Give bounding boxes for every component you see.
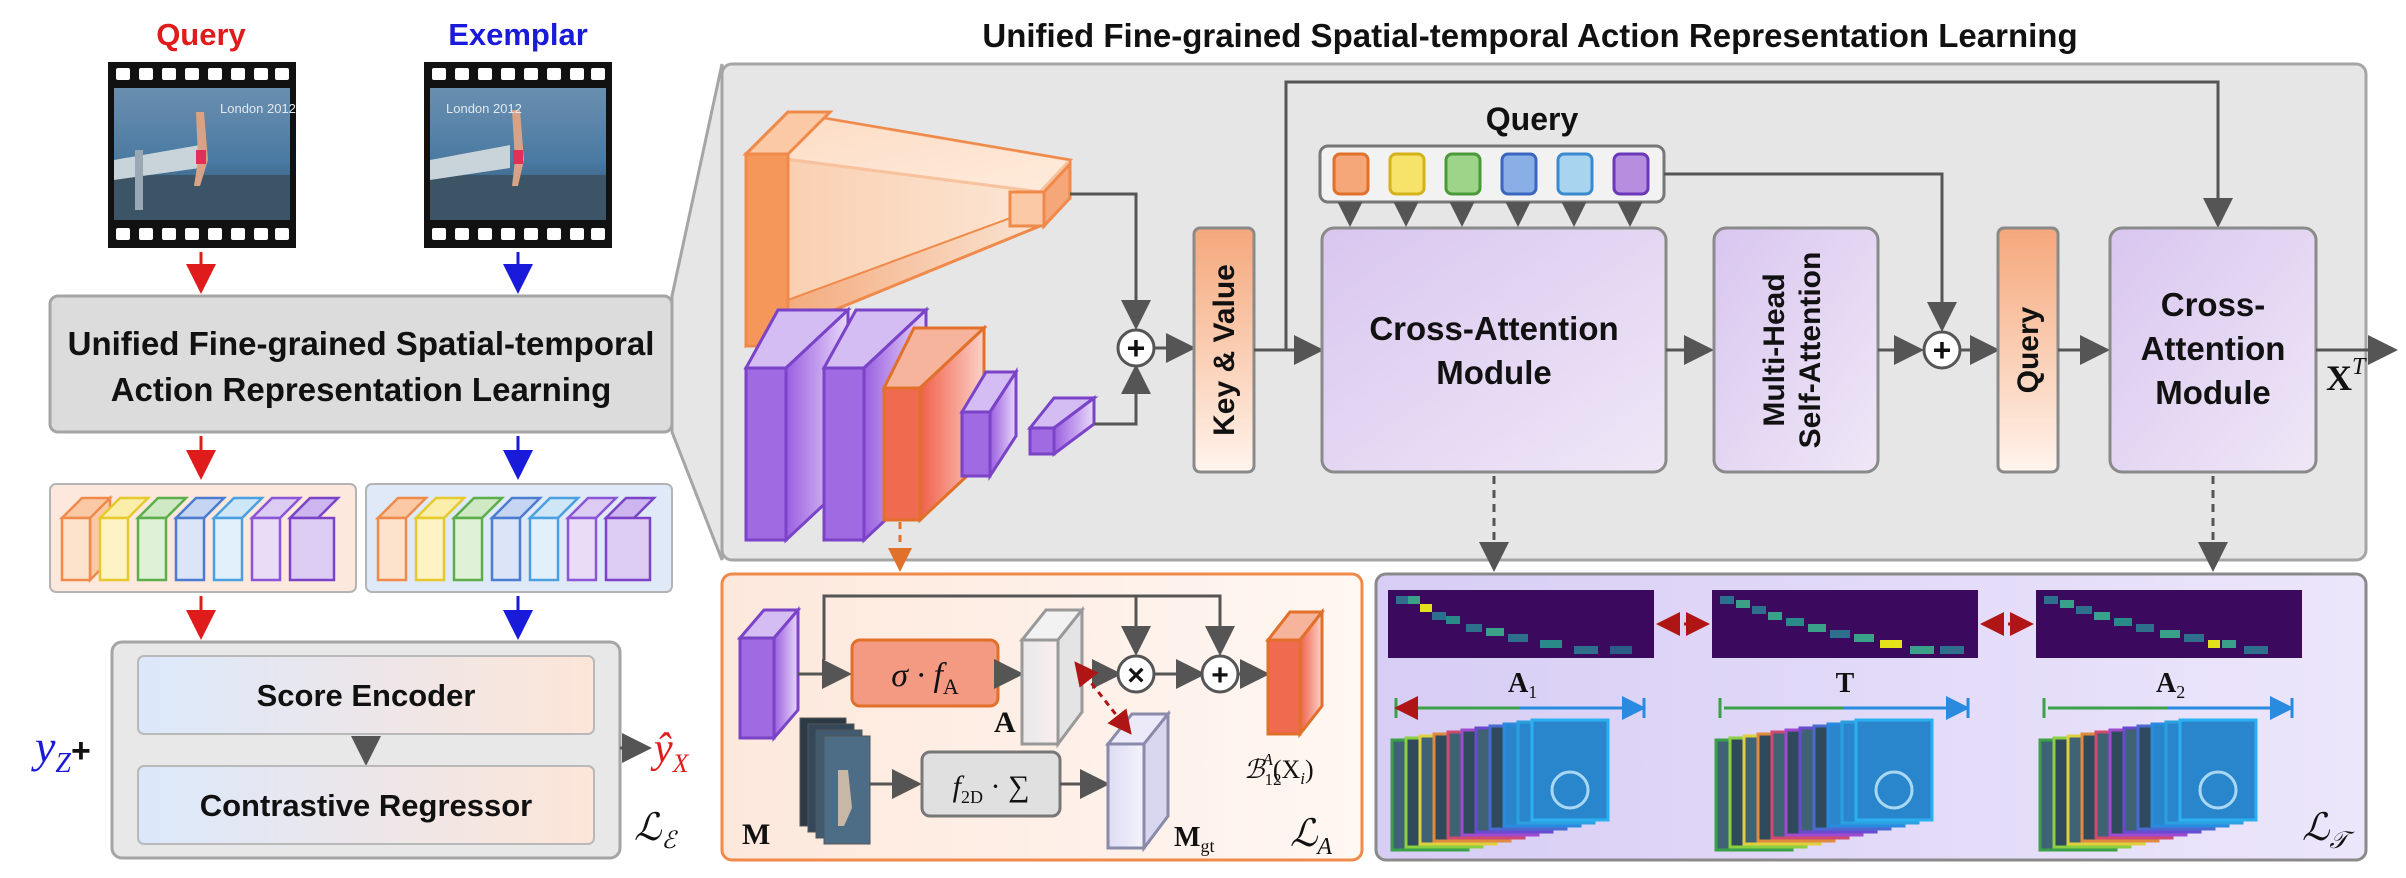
heatmap-a1 <box>1388 590 1654 658</box>
exemplar-video-frame: London 2012 <box>424 62 612 248</box>
a-label: A <box>994 706 1016 739</box>
output-x-t-label: XT <box>2326 354 2367 398</box>
query-token <box>1556 152 1594 196</box>
m-label: M <box>742 818 770 851</box>
query-token <box>1444 152 1482 196</box>
mgt-label: Mgt <box>1174 822 1214 856</box>
b-label: ℬ12A(Xi) <box>1244 750 1314 789</box>
query-token-stack <box>49 483 357 593</box>
orange-backbone <box>742 110 1074 349</box>
kv-bypass-loop <box>1284 80 2233 350</box>
key-value-label: Key & Value <box>1208 264 1241 436</box>
purple-to-plus-line <box>1094 364 1151 426</box>
t-label: T <box>1836 668 1855 699</box>
skip-line-top <box>822 594 1235 660</box>
attention-map-a-cube <box>1018 605 1086 749</box>
exemplar-token-stack <box>365 483 673 593</box>
heatmap-a2 <box>2036 590 2302 658</box>
left-box-line1: Unified Fine-grained Spatial-temporal <box>68 325 655 362</box>
query-token-arrows <box>1337 202 1643 227</box>
ca2-line1: Cross- <box>2161 286 2266 323</box>
input-feature-cube <box>736 605 802 743</box>
query-video-caption: London 2012 <box>220 101 296 116</box>
exemplar-label: Exemplar <box>448 17 588 52</box>
temporal-span-1 <box>1394 696 1646 720</box>
query-vertical-label: Query <box>2012 306 2045 393</box>
temporal-span-2 <box>1718 696 1970 720</box>
query-token <box>1500 152 1538 196</box>
left-representation-box <box>48 294 674 434</box>
loss-a-label: ℒA <box>1290 813 1332 860</box>
score-encoder-label: Score Encoder <box>257 678 476 713</box>
a2-label: A2 <box>2156 668 2185 702</box>
y-z-label: yZ+ <box>31 721 91 779</box>
frame-stack-1 <box>1390 718 1610 852</box>
output-b-cube <box>1264 607 1326 739</box>
frame-stack-3 <box>2038 718 2258 852</box>
plus-node-3-label: + <box>1211 659 1229 692</box>
zoom-connector <box>670 63 724 561</box>
purple-small-layers <box>959 366 1099 482</box>
frame-stack-2 <box>1714 718 1934 852</box>
a1-label: A1 <box>1508 668 1537 702</box>
left-box-line2: Action Representation Learning <box>111 371 612 408</box>
m-video-stack <box>799 717 871 845</box>
query-token <box>1332 152 1370 196</box>
mhsa-line2: Self-Attention <box>1794 252 1827 449</box>
query-video-frame: London 2012 <box>108 62 296 248</box>
video-frame <box>1530 718 1610 822</box>
ca1-line1: Cross-Attention <box>1369 310 1618 347</box>
query-tokens-container <box>1318 144 1666 204</box>
query-tokens-label: Query <box>1486 101 1579 137</box>
splash-ring <box>1550 770 1590 810</box>
sigma-fa-label: σ · fA <box>891 657 959 699</box>
times-node-label: × <box>1127 659 1145 692</box>
mgt-cube <box>1104 709 1172 853</box>
contrastive-regressor-label: Contrastive Regressor <box>200 788 533 823</box>
score-encoder-box <box>137 655 595 735</box>
splash-ring <box>1874 770 1914 810</box>
a-mgt-alignment-arrow <box>1074 661 1132 735</box>
plus-node-2-label: + <box>1933 332 1952 368</box>
video-frame <box>1854 718 1934 822</box>
cross-attention-module-1 <box>1320 226 1668 474</box>
heatmap-t <box>1712 590 1978 658</box>
ca2-line3: Module <box>2155 374 2270 411</box>
loss-e-label: ℒℰ <box>634 807 678 854</box>
exemplar-video-caption: London 2012 <box>446 101 522 116</box>
video-frame <box>2178 718 2258 822</box>
query-token <box>1612 152 1650 196</box>
query-label: Query <box>156 17 246 52</box>
mhsa-line1: Multi-Head <box>1758 273 1791 426</box>
plus-node-1-label: + <box>1127 330 1146 366</box>
y-hat-label: ŷX <box>650 726 690 778</box>
query-token <box>1388 152 1426 196</box>
temporal-span-3 <box>2042 696 2294 720</box>
contrastive-regressor-box <box>137 765 595 845</box>
query-to-plus2-line <box>1664 172 1957 332</box>
ca2-line2: Attention <box>2141 330 2286 367</box>
splash-ring <box>2198 770 2238 810</box>
query-token-row <box>1332 152 1650 196</box>
main-title: Unified Fine-grained Spatial-temporal Ac… <box>982 17 2077 54</box>
orange-to-plus-line <box>1070 192 1151 330</box>
ca1-line2: Module <box>1436 354 1551 391</box>
